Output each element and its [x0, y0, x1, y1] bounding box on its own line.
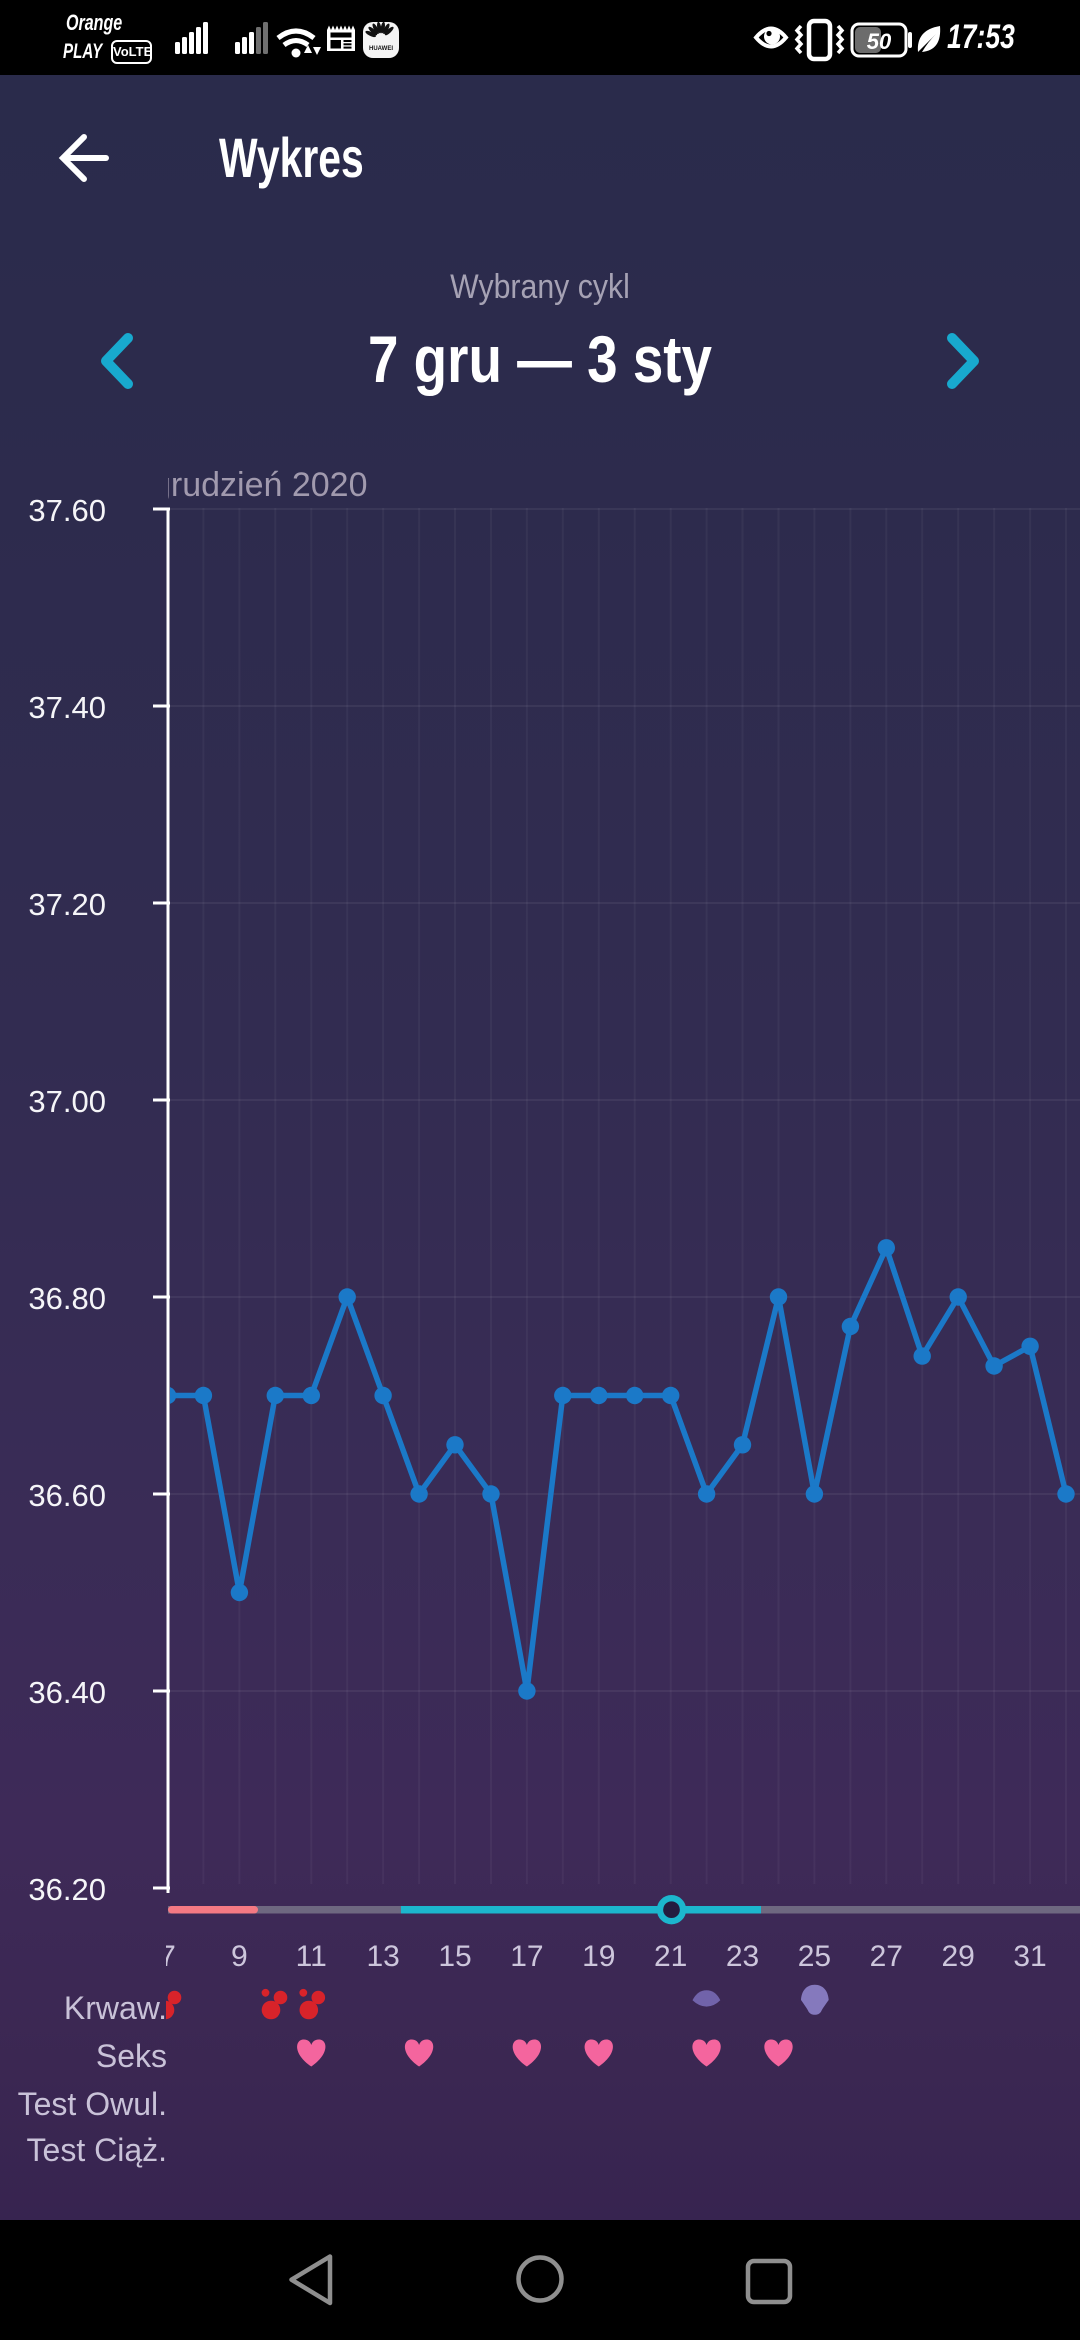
svg-text:HUAWEI: HUAWEI [369, 46, 393, 52]
svg-text:50: 50 [867, 29, 892, 54]
